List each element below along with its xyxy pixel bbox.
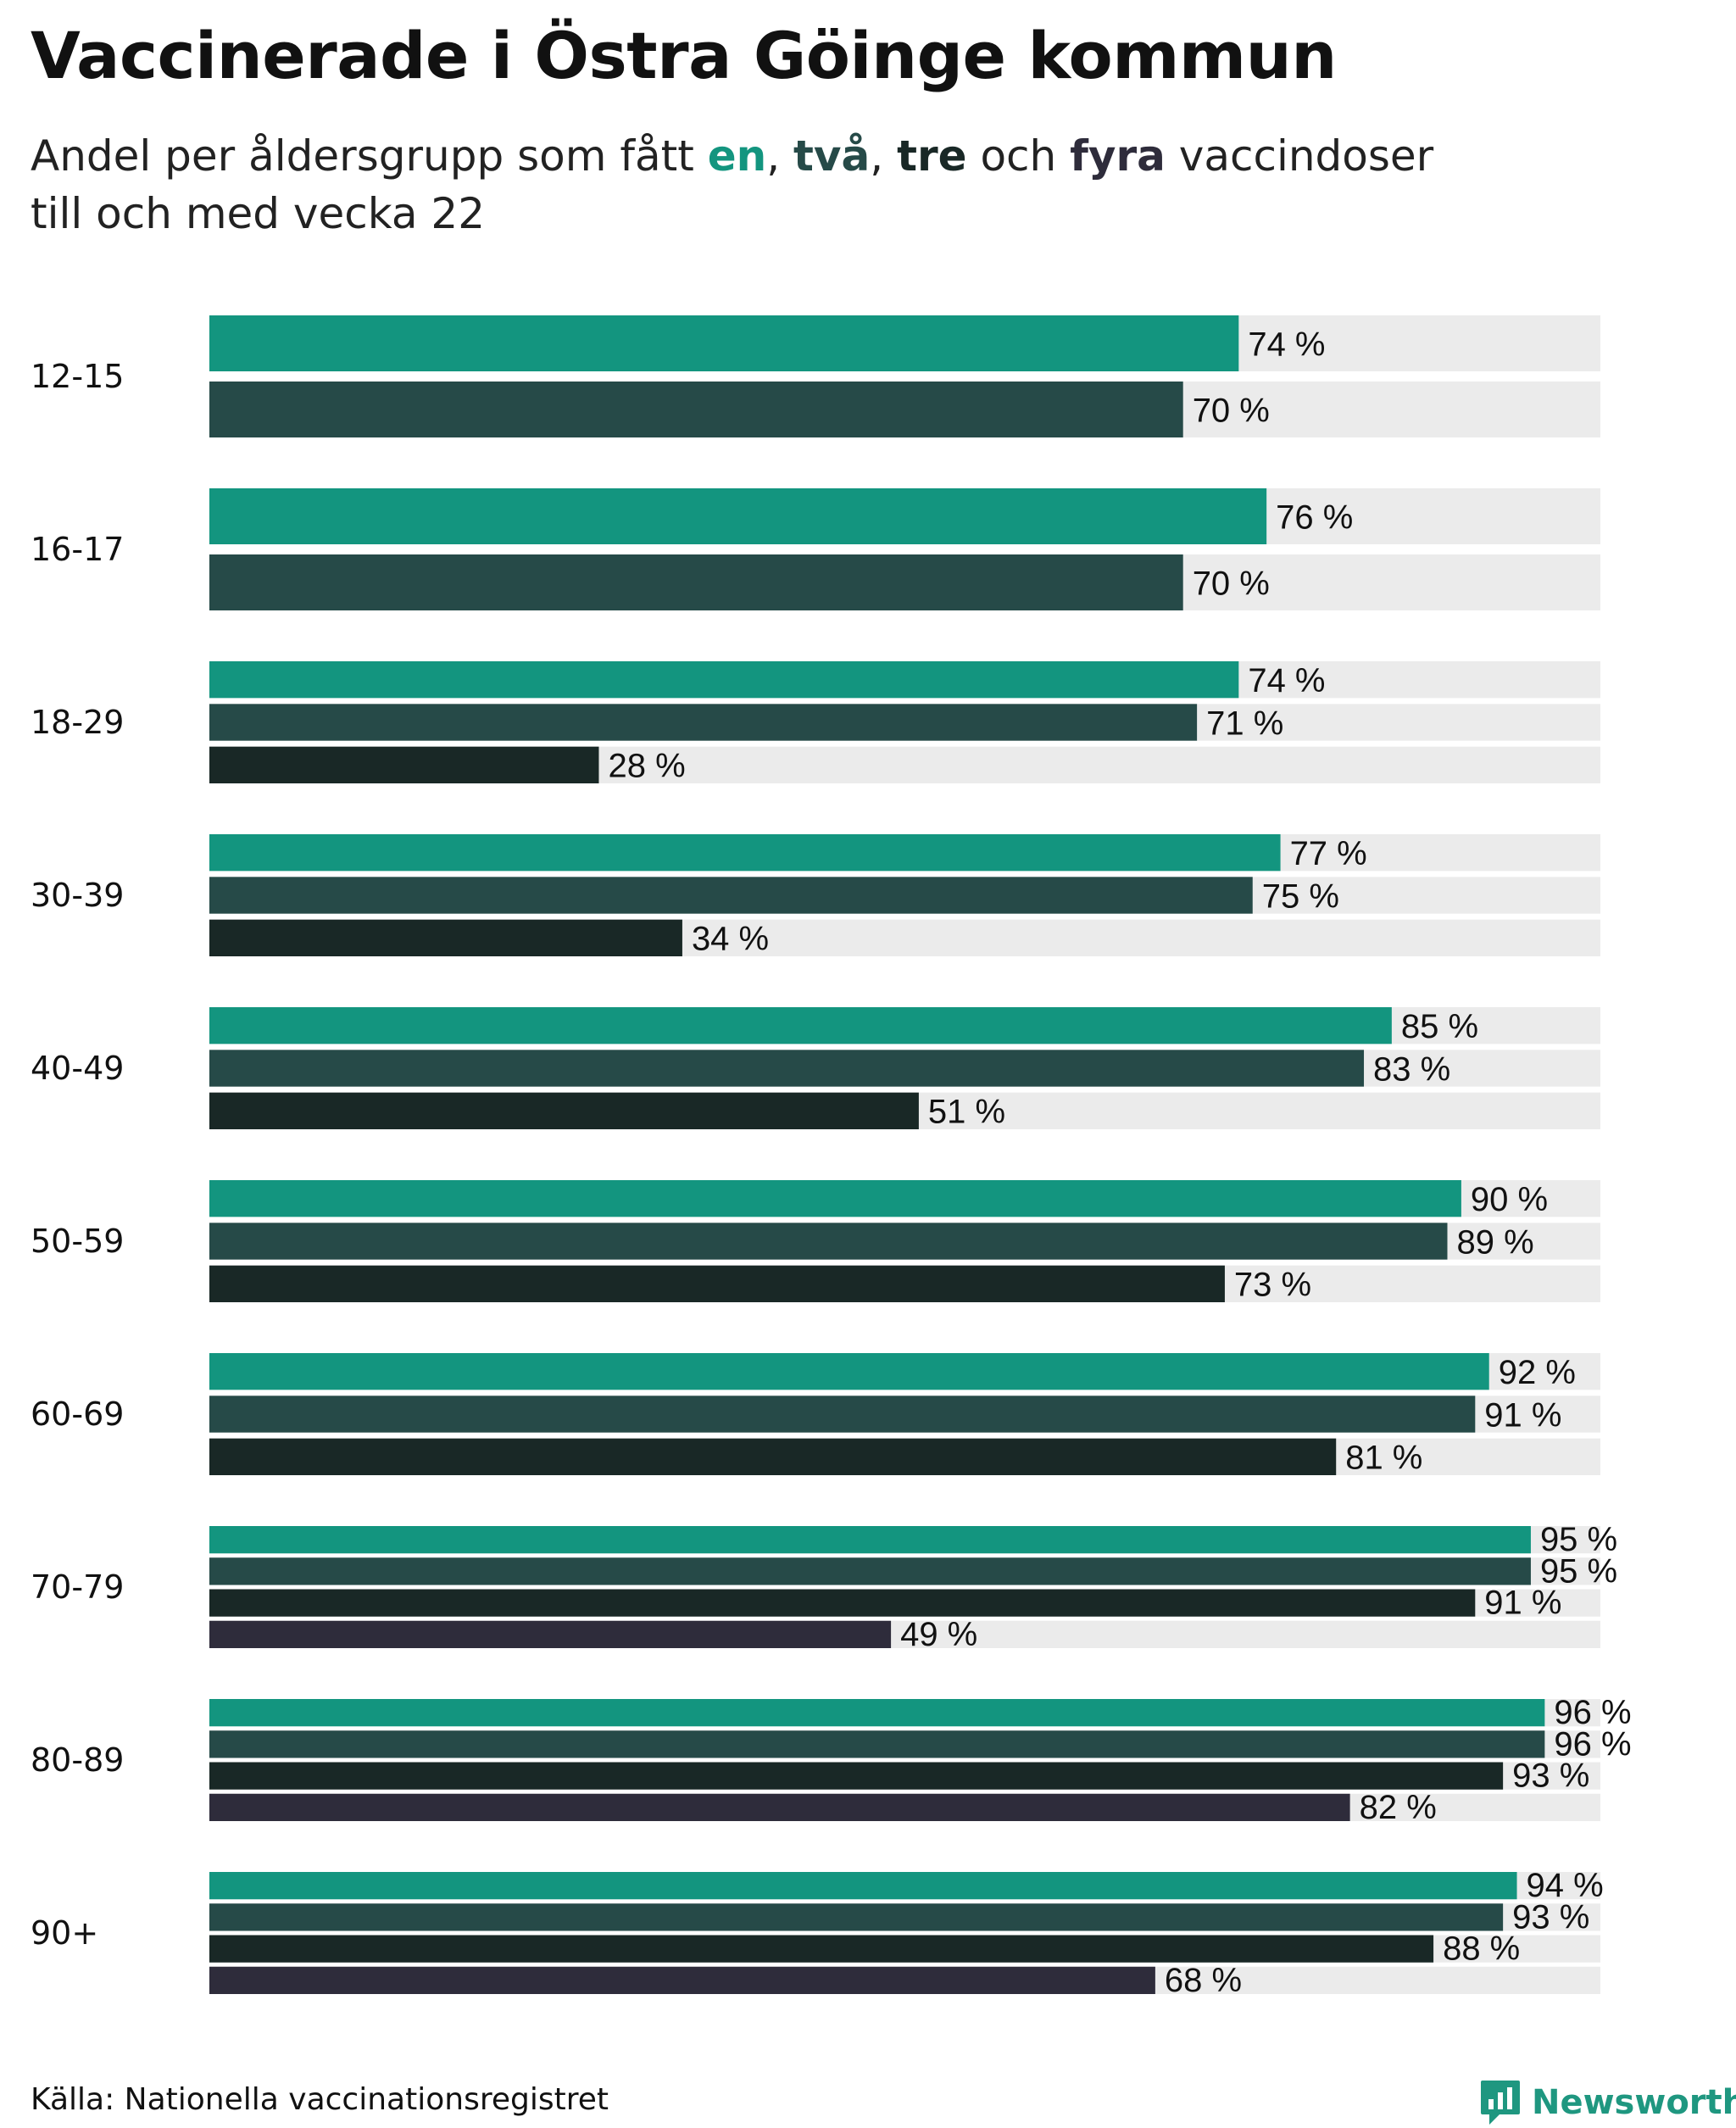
category-label: 70-79 xyxy=(31,1568,124,1606)
bar-två xyxy=(209,1050,1365,1087)
bar-fyra xyxy=(209,1966,1155,1994)
category-label: 12-15 xyxy=(31,358,124,395)
bar-tre xyxy=(209,1589,1476,1617)
bar-tre xyxy=(209,1935,1434,1963)
bar-två xyxy=(209,1223,1448,1260)
value-label: 83 % xyxy=(1373,1050,1450,1088)
value-label: 74 % xyxy=(1248,662,1325,699)
bar-två xyxy=(209,1557,1531,1585)
value-label: 51 % xyxy=(928,1094,1005,1131)
value-label: 75 % xyxy=(1262,877,1339,915)
category-label: 18-29 xyxy=(31,704,124,741)
legend-dose-3: tre xyxy=(897,131,967,181)
chart-title: Vaccinerade i Östra Göinge kommun xyxy=(31,18,1337,93)
bar-en xyxy=(209,1007,1392,1045)
bar-en xyxy=(209,1180,1461,1217)
subtitle-period: till och med vecka 22 xyxy=(31,189,486,238)
bar-tre xyxy=(209,919,682,956)
value-label: 74 % xyxy=(1248,326,1325,363)
bar-två xyxy=(209,382,1183,437)
bar-tre xyxy=(209,1438,1337,1475)
value-label: 95 % xyxy=(1540,1552,1617,1590)
value-label: 96 % xyxy=(1554,1725,1631,1763)
value-label: 91 % xyxy=(1484,1585,1561,1622)
bar-tre xyxy=(209,1092,919,1129)
bar-två xyxy=(209,1903,1504,1931)
value-label: 71 % xyxy=(1206,705,1283,742)
value-label: 49 % xyxy=(900,1616,977,1653)
value-label: 93 % xyxy=(1512,1758,1589,1795)
bar-fyra xyxy=(209,1793,1350,1821)
category-label: 90+ xyxy=(31,1914,98,1952)
bar-en xyxy=(209,488,1267,544)
subtitle-separator: , xyxy=(870,131,898,181)
value-label: 73 % xyxy=(1234,1267,1311,1304)
category-label: 80-89 xyxy=(31,1741,124,1779)
value-label: 82 % xyxy=(1360,1789,1437,1826)
bar-en xyxy=(209,315,1239,371)
bar-en xyxy=(209,1872,1517,1900)
value-label: 95 % xyxy=(1540,1521,1617,1558)
bar-två xyxy=(209,554,1183,610)
value-label: 94 % xyxy=(1527,1867,1604,1904)
newsworthy-wordmark: Newsworthy xyxy=(1532,2083,1736,2122)
bar-en xyxy=(209,834,1281,872)
newsworthy-logo-icon xyxy=(1481,2081,1520,2125)
bar-en xyxy=(209,661,1239,699)
bar-två xyxy=(209,1730,1545,1758)
value-label: 34 % xyxy=(692,921,769,958)
value-label: 91 % xyxy=(1484,1396,1561,1434)
value-label: 92 % xyxy=(1499,1354,1576,1391)
value-label: 88 % xyxy=(1443,1930,1520,1968)
source-note: Källa: Nationella vaccinationsregistret xyxy=(31,2082,609,2117)
subtitle-and: och xyxy=(966,131,1071,181)
bar-en xyxy=(209,1526,1531,1554)
subtitle-suffix: vaccindoser xyxy=(1165,131,1434,181)
value-label: 93 % xyxy=(1512,1898,1589,1936)
value-label: 85 % xyxy=(1401,1008,1478,1045)
category-label: 50-59 xyxy=(31,1223,124,1260)
value-label: 68 % xyxy=(1165,1962,1242,1999)
value-label: 70 % xyxy=(1193,565,1270,602)
value-label: 81 % xyxy=(1345,1440,1422,1477)
category-label: 16-17 xyxy=(31,531,124,568)
category-label: 60-69 xyxy=(31,1395,124,1433)
legend-dose-4: fyra xyxy=(1070,131,1166,181)
bar-en xyxy=(209,1353,1489,1390)
chart-subtitle: Andel per åldersgrupp som fått en, två, … xyxy=(31,127,1641,242)
newsworthy-logo: Newsworthy xyxy=(1479,2077,1736,2128)
bar-en xyxy=(209,1699,1545,1727)
value-label: 89 % xyxy=(1456,1223,1533,1261)
bar-tre xyxy=(209,1265,1225,1302)
bar-två xyxy=(209,877,1253,914)
value-label: 96 % xyxy=(1554,1694,1631,1731)
value-label: 90 % xyxy=(1471,1181,1548,1218)
legend-dose-2: två xyxy=(793,131,871,181)
value-label: 28 % xyxy=(608,748,685,785)
subtitle-prefix: Andel per åldersgrupp som fått xyxy=(31,131,708,181)
value-label: 76 % xyxy=(1276,499,1353,536)
category-label: 30-39 xyxy=(31,877,124,914)
bar-tre xyxy=(209,1762,1504,1790)
bar-två xyxy=(209,1395,1476,1433)
subtitle-separator: , xyxy=(766,131,794,181)
bar-fyra xyxy=(209,1620,892,1648)
value-label: 70 % xyxy=(1193,392,1270,429)
legend-dose-1: en xyxy=(707,131,767,181)
bar-tre xyxy=(209,746,599,783)
bar-två xyxy=(209,704,1198,741)
category-label: 40-49 xyxy=(31,1050,124,1087)
value-label: 77 % xyxy=(1290,835,1367,872)
